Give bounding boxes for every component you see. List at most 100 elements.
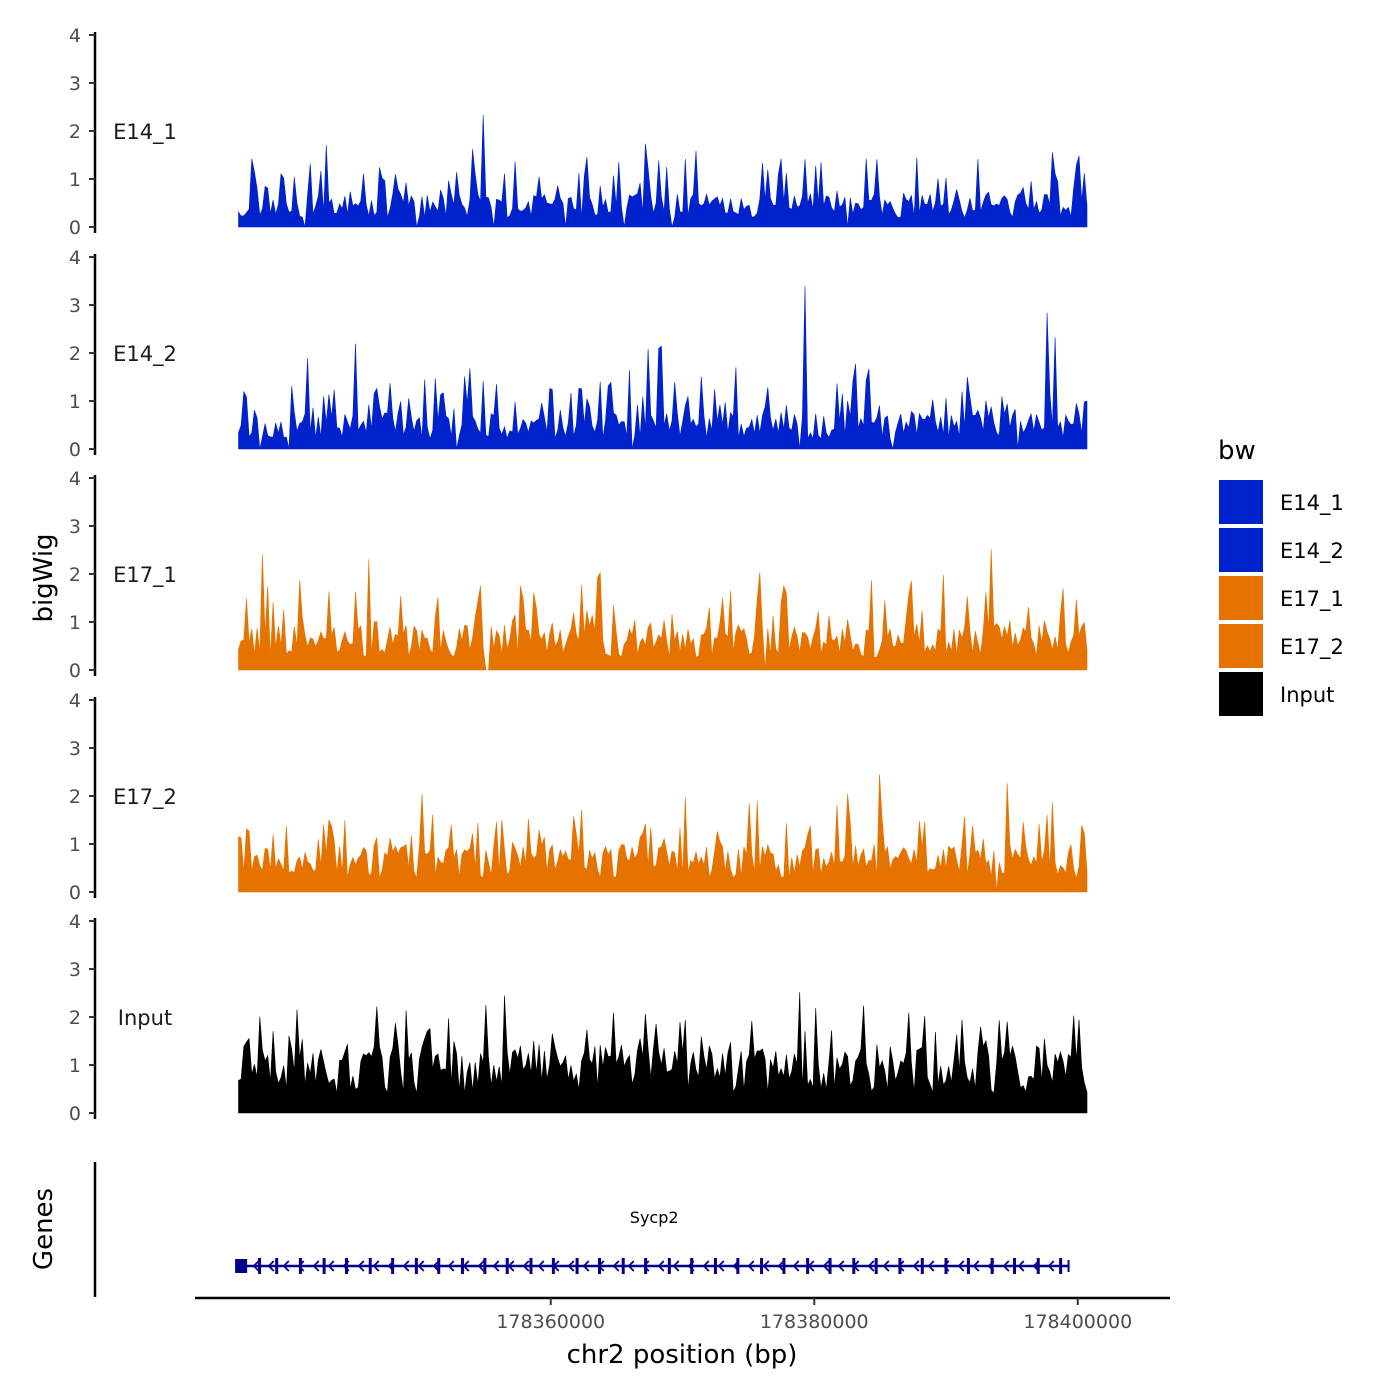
exon bbox=[298, 1258, 302, 1274]
strand-arrow bbox=[282, 1260, 290, 1272]
track-label-Input: Input bbox=[118, 1006, 172, 1030]
exon bbox=[1013, 1258, 1017, 1274]
y-tick-label: 1 bbox=[69, 1055, 81, 1077]
y-tick-label: 1 bbox=[69, 391, 81, 413]
y-tick-label: 4 bbox=[69, 25, 81, 47]
strand-arrow bbox=[852, 1260, 860, 1272]
y-tick-label: 0 bbox=[69, 660, 81, 682]
strand-arrow bbox=[327, 1260, 335, 1272]
y-tick-label: 3 bbox=[69, 295, 81, 317]
exon bbox=[437, 1258, 441, 1274]
legend-title: bw bbox=[1218, 436, 1256, 466]
strand-arrow bbox=[597, 1260, 605, 1272]
exon bbox=[944, 1258, 948, 1274]
strand-arrow bbox=[1047, 1260, 1055, 1272]
track-E17_2: 0 1 2 3 4 E17_2 bbox=[69, 690, 1088, 904]
y-tick-label: 2 bbox=[69, 1007, 81, 1029]
exon bbox=[505, 1258, 509, 1274]
strand-arrow bbox=[627, 1260, 635, 1272]
legend-swatch bbox=[1219, 672, 1263, 716]
strand-arrow bbox=[912, 1260, 920, 1272]
legend-items: E14_1 E14_2 E17_1 E17_2 Input bbox=[1219, 480, 1344, 716]
y-tick-label: 1 bbox=[69, 612, 81, 634]
strand-arrow bbox=[777, 1260, 785, 1272]
exon bbox=[713, 1258, 717, 1274]
legend-swatch bbox=[1219, 624, 1263, 668]
exon bbox=[782, 1258, 786, 1274]
y-tick-label: 2 bbox=[69, 121, 81, 143]
legend-swatch bbox=[1219, 528, 1263, 572]
track-label-E14_1: E14_1 bbox=[113, 120, 177, 145]
strand-arrow bbox=[882, 1260, 890, 1272]
y-tick-label: 4 bbox=[69, 911, 81, 933]
legend-item-E17_2: E17_2 bbox=[1219, 624, 1344, 668]
track-label-E17_2: E17_2 bbox=[113, 785, 177, 810]
x-tick-label: 178380000 bbox=[760, 1311, 869, 1333]
y-tick-label: 4 bbox=[69, 468, 81, 490]
strand-arrow bbox=[387, 1260, 395, 1272]
legend-label: E17_2 bbox=[1280, 635, 1344, 660]
y-tick-label: 2 bbox=[69, 564, 81, 586]
exon bbox=[483, 1258, 487, 1274]
strand-arrow bbox=[507, 1260, 515, 1272]
legend-item-E14_1: E14_1 bbox=[1219, 480, 1344, 524]
exon bbox=[828, 1258, 832, 1274]
exon bbox=[966, 1258, 970, 1274]
gene-models: Sycp2 bbox=[235, 1208, 1070, 1274]
strand-arrow bbox=[672, 1260, 680, 1272]
y-tick-label: 0 bbox=[69, 217, 81, 239]
y-tick-label: 4 bbox=[69, 690, 81, 712]
legend-label: E17_1 bbox=[1280, 587, 1344, 612]
strand-arrow bbox=[762, 1260, 770, 1272]
exon bbox=[920, 1258, 924, 1274]
strand-arrow bbox=[372, 1260, 380, 1272]
track-E14_2: 0 1 2 3 4 E14_2 bbox=[69, 247, 1088, 461]
strand-arrow bbox=[867, 1260, 875, 1272]
y-tick-label: 1 bbox=[69, 169, 81, 191]
y-tick-label: 0 bbox=[69, 1103, 81, 1125]
strand-arrow bbox=[267, 1260, 275, 1272]
y-tick-label: 3 bbox=[69, 738, 81, 760]
gene-Sycp2: Sycp2 bbox=[235, 1208, 1070, 1274]
track-label-E17_1: E17_1 bbox=[113, 563, 177, 588]
strand-arrow bbox=[447, 1260, 455, 1272]
strand-arrow bbox=[687, 1260, 695, 1272]
y-tick-label: 2 bbox=[69, 343, 81, 365]
x-axis-ticks: 178360000 178380000 178400000 bbox=[496, 1298, 1132, 1333]
track-E14_1: 0 1 2 3 4 E14_1 bbox=[69, 25, 1088, 239]
y-tick-label: 4 bbox=[69, 247, 81, 269]
y-tick-label: 3 bbox=[69, 73, 81, 95]
legend-label: E14_2 bbox=[1280, 539, 1344, 564]
exon bbox=[575, 1258, 579, 1274]
exon bbox=[391, 1258, 395, 1274]
exon bbox=[275, 1258, 279, 1274]
y-tick-label: 2 bbox=[69, 786, 81, 808]
strand-arrow bbox=[942, 1260, 950, 1272]
strand-arrow bbox=[312, 1260, 320, 1272]
x-tick-label: 178400000 bbox=[1023, 1311, 1132, 1333]
exon bbox=[460, 1258, 464, 1274]
strand-arrow bbox=[747, 1260, 755, 1272]
signal-area-E14_2 bbox=[238, 286, 1088, 450]
gene-track-title: Genes bbox=[29, 1188, 59, 1270]
strand-arrow bbox=[792, 1260, 800, 1272]
strand-arrow bbox=[657, 1260, 665, 1272]
y-tick-label: 3 bbox=[69, 516, 81, 538]
signal-area-E17_1 bbox=[238, 549, 1088, 671]
strand-arrow bbox=[1002, 1260, 1010, 1272]
signal-area-E17_2 bbox=[238, 774, 1088, 893]
strand-arrow bbox=[417, 1260, 425, 1272]
strand-arrow bbox=[537, 1260, 545, 1272]
strand-arrow bbox=[987, 1260, 995, 1272]
strand-arrow bbox=[807, 1260, 815, 1272]
exon bbox=[258, 1258, 262, 1274]
exon bbox=[990, 1258, 994, 1274]
strand-arrow bbox=[342, 1260, 350, 1272]
exon bbox=[621, 1258, 625, 1274]
strand-arrow bbox=[822, 1260, 830, 1272]
strand-arrow bbox=[1032, 1260, 1040, 1272]
strand-arrow bbox=[642, 1260, 650, 1272]
strand-arrow bbox=[462, 1260, 470, 1272]
exon bbox=[1059, 1258, 1063, 1274]
strand-arrow bbox=[972, 1260, 980, 1272]
